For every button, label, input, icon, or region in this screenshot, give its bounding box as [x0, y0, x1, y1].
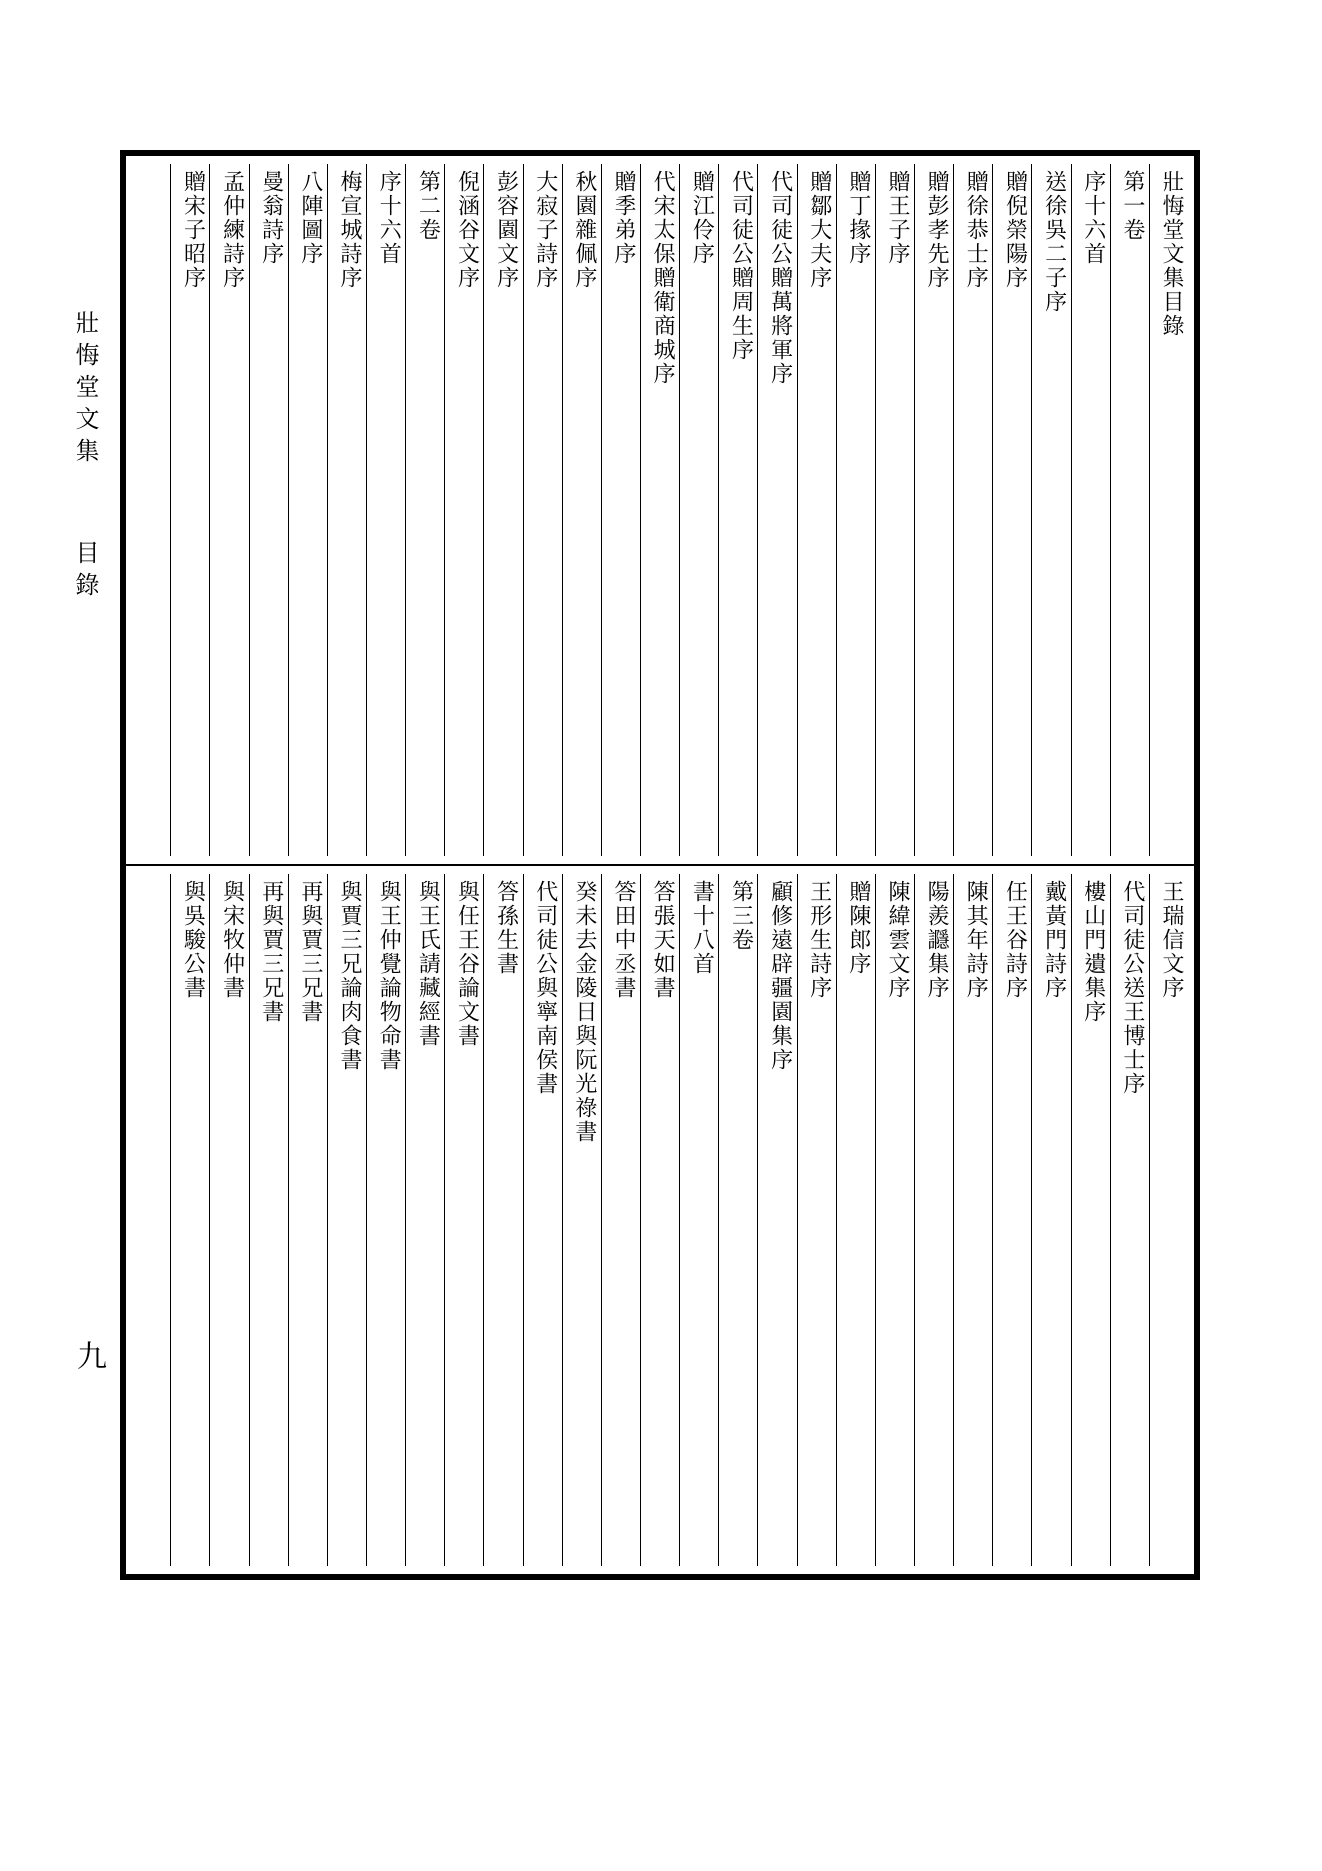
toc-entry: 大寂子詩序 — [524, 164, 563, 856]
toc-entry: 樓山門遺集序 — [1072, 874, 1111, 1566]
toc-entry: 贈鄒大夫序 — [798, 164, 837, 856]
toc-entry: 王瑞信文序 — [1150, 874, 1188, 1566]
toc-entry — [132, 164, 171, 856]
top-half: 壯悔堂文集目錄 第一卷 序十六首 送徐吳二子序 贈倪榮陽序 贈徐恭士序 贈彭孝先… — [126, 156, 1194, 866]
toc-entry: 孟仲練詩序 — [210, 164, 249, 856]
toc-entry: 答孫生書 — [484, 874, 523, 1566]
toc-entry: 答田中丞書 — [602, 874, 641, 1566]
margin-section-title: 目錄 — [70, 540, 105, 604]
toc-entry: 顧修遠辟疆園集序 — [758, 874, 797, 1566]
toc-entry: 代宋太保贈衛商城序 — [641, 164, 680, 856]
toc-entry: 代司徒公贈萬將軍序 — [758, 164, 797, 856]
page-number: 九 — [70, 1340, 114, 1370]
toc-entry: 答張天如書 — [641, 874, 680, 1566]
toc-entry — [132, 874, 171, 1566]
toc-entry: 王形生詩序 — [798, 874, 837, 1566]
toc-entry: 序十六首 — [367, 164, 406, 856]
toc-entry: 陽羨讔集序 — [915, 874, 954, 1566]
toc-entry: 與任王谷論文書 — [445, 874, 484, 1566]
toc-entry: 陳其年詩序 — [954, 874, 993, 1566]
toc-entry: 與王氏請藏經書 — [406, 874, 445, 1566]
toc-entry: 贈王子序 — [876, 164, 915, 856]
toc-entry: 贈倪榮陽序 — [993, 164, 1032, 856]
toc-entry: 壯悔堂文集目錄 — [1150, 164, 1188, 856]
toc-entry: 倪涵谷文序 — [445, 164, 484, 856]
toc-entry: 序十六首 — [1072, 164, 1111, 856]
toc-entry: 戴黃門詩序 — [1032, 874, 1071, 1566]
toc-entry: 陳緯雲文序 — [876, 874, 915, 1566]
toc-entry: 第三卷 — [719, 874, 758, 1566]
toc-entry: 贈宋子昭序 — [171, 164, 210, 856]
toc-entry: 贈陳郎序 — [837, 874, 876, 1566]
toc-entry: 彭容園文序 — [484, 164, 523, 856]
toc-entry: 八陣圖序 — [289, 164, 328, 856]
toc-entry: 贈彭孝先序 — [915, 164, 954, 856]
toc-entry: 與宋牧仲書 — [210, 874, 249, 1566]
margin-book-title: 壯悔堂文集 — [70, 310, 105, 470]
toc-entry: 再與賈三兄書 — [250, 874, 289, 1566]
toc-entry: 再與賈三兄書 — [289, 874, 328, 1566]
toc-entry: 曼翁詩序 — [250, 164, 289, 856]
toc-entry: 第一卷 — [1111, 164, 1150, 856]
toc-entry: 梅宣城詩序 — [328, 164, 367, 856]
toc-entry: 送徐吳二子序 — [1032, 164, 1071, 856]
toc-entry: 贈季弟序 — [602, 164, 641, 856]
toc-entry: 任王谷詩序 — [993, 874, 1032, 1566]
toc-entry: 贈江伶序 — [680, 164, 719, 856]
toc-entry: 與王仲覺論物命書 — [367, 874, 406, 1566]
toc-entry: 代司徒公與寧南侯書 — [524, 874, 563, 1566]
toc-entry: 代司徒公送王博士序 — [1111, 874, 1150, 1566]
toc-entry: 與吳駿公書 — [171, 874, 210, 1566]
toc-entry: 與賈三兄論肉食書 — [328, 874, 367, 1566]
toc-entry: 第二卷 — [406, 164, 445, 856]
bottom-half: 王瑞信文序 代司徒公送王博士序 樓山門遺集序 戴黃門詩序 任王谷詩序 陳其年詩序… — [126, 866, 1194, 1574]
toc-entry: 秋園雜佩序 — [563, 164, 602, 856]
toc-entry: 癸未去金陵日與阮光祿書 — [563, 874, 602, 1566]
toc-entry: 書十八首 — [680, 874, 719, 1566]
toc-entry: 贈丁掾序 — [837, 164, 876, 856]
page-frame: 壯悔堂文集目錄 第一卷 序十六首 送徐吳二子序 贈倪榮陽序 贈徐恭士序 贈彭孝先… — [120, 150, 1200, 1580]
toc-entry: 贈徐恭士序 — [954, 164, 993, 856]
toc-entry: 代司徒公贈周生序 — [719, 164, 758, 856]
